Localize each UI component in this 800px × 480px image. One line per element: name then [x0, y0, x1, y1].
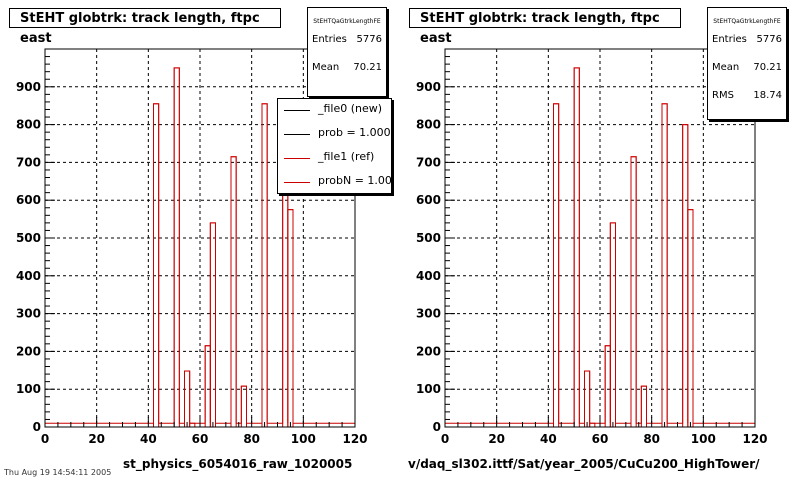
- right-bar-3: [589, 422, 596, 428]
- right-x-axis-title: v/daq_sl302.ittf/Sat/year_2005/CuCu200_H…: [408, 457, 760, 471]
- left-stats-title: StEHTQaGtrkLengthFE: [313, 18, 381, 25]
- legend-label-file1: _file1 (ref): [318, 150, 375, 163]
- left-x-tick-label-6: 120: [342, 432, 367, 446]
- right-x-tick-label-0: 0: [441, 432, 449, 446]
- left-stats-mean-label: Mean: [312, 62, 340, 73]
- left-y-tick-label-9: 900: [16, 80, 41, 94]
- legend-entry-file0: _file0 (new): [278, 99, 391, 123]
- left-stats-entries-value: 5776: [356, 34, 382, 45]
- legend-label-probn: probN = 1.000000: [318, 174, 392, 187]
- right-chart-title: StEHT globtrk: track length, ftpc east: [409, 8, 681, 46]
- left-bar-8: [261, 103, 268, 428]
- left-x-tick-label-0: 0: [41, 432, 49, 446]
- right-y-tick-label-6: 600: [416, 193, 441, 207]
- legend-line-prob: [284, 134, 310, 135]
- left-x-tick-label-4: 80: [243, 432, 260, 446]
- left-bar-6: [230, 156, 237, 428]
- left-stats-entries-label: Entries: [312, 34, 347, 45]
- right-x-tick-label-2: 40: [540, 432, 557, 446]
- right-stats-rms-label: RMS: [712, 90, 734, 101]
- right-stats-mean: Mean 70.21: [708, 58, 786, 86]
- right-y-tick-label-1: 100: [416, 382, 441, 396]
- left-stats-entries: Entries 5776: [308, 30, 386, 58]
- left-chart-title: StEHT globtrk: track length, ftpc east: [9, 8, 281, 46]
- right-y-tick-label-5: 500: [416, 231, 441, 245]
- right-stats-rms-value: 18.74: [753, 90, 782, 101]
- left-bar-5: [209, 222, 216, 428]
- right-x-tick-label-1: 20: [488, 432, 505, 446]
- right-stats-box: StEHTQaGtrkLengthFE Entries 5776 Mean 70…: [707, 7, 787, 120]
- right-bar-4: [604, 345, 611, 428]
- left-stats-mean-value: 70.21: [353, 62, 382, 73]
- legend-line-file1: [284, 158, 310, 159]
- left-bar-3: [189, 422, 196, 428]
- right-x-tick-label-5: 100: [691, 432, 716, 446]
- right-bar-10: [687, 209, 694, 428]
- footer-timestamp: Thu Aug 19 14:54:11 2005: [4, 468, 112, 477]
- left-y-tick-label-8: 800: [16, 118, 41, 132]
- left-stats-mean: Mean 70.21: [308, 58, 386, 86]
- left-y-tick-label-3: 300: [16, 307, 41, 321]
- left-bar-2: [184, 370, 191, 428]
- legend-line-file0: [284, 110, 310, 111]
- right-y-tick-label-0: 0: [433, 420, 441, 434]
- right-x-tick-label-6: 120: [742, 432, 767, 446]
- right-bar-1: [573, 67, 580, 428]
- right-bar-2: [584, 370, 591, 428]
- right-y-tick-label-8: 800: [416, 118, 441, 132]
- right-x-tick-label-4: 80: [643, 432, 660, 446]
- right-y-tick-label-2: 200: [416, 344, 441, 358]
- legend-line-probn: [284, 182, 310, 183]
- left-stats-box: StEHTQaGtrkLengthFE Entries 5776 Mean 70…: [307, 7, 387, 97]
- left-bar-1: [173, 67, 180, 428]
- right-stats-entries-value: 5776: [756, 34, 782, 45]
- right-x-tick-label-3: 60: [592, 432, 609, 446]
- histogram-left-plot: 0 20 40 60 80 100 120 0 100 200 300 400 500 600 700 800…: [16, 48, 368, 446]
- legend-label-file0: _file0 (new): [318, 102, 383, 115]
- right-stats-rms: RMS 18.74: [708, 86, 786, 114]
- legend-label-prob: prob = 1.000000: [318, 126, 391, 139]
- right-stats-entries: Entries 5776: [708, 30, 786, 58]
- right-y-tick-label-9: 900: [416, 80, 441, 94]
- left-x-tick-label-5: 100: [291, 432, 316, 446]
- legend-entry-file1: _file1 (ref): [278, 147, 391, 171]
- left-bar-4: [204, 345, 211, 428]
- left-bar-10: [287, 209, 294, 428]
- left-x-axis-title: st_physics_6054016_raw_1020005: [123, 457, 353, 471]
- right-bar-8: [661, 103, 668, 428]
- histogram-right-plot: 0 20 40 60 80 100 120 0 100 200 300 400 500 600 700 800…: [416, 48, 768, 446]
- left-bar-7: [240, 385, 247, 428]
- left-y-tick-label-4: 400: [16, 269, 41, 283]
- right-bar-7: [640, 385, 647, 428]
- left-y-tick-label-1: 100: [16, 382, 41, 396]
- right-stats-title: StEHTQaGtrkLengthFE: [713, 18, 781, 25]
- left-x-tick-label-2: 40: [140, 432, 157, 446]
- left-y-tick-label-5: 500: [16, 231, 41, 245]
- legend-entry-probn: probN = 1.000000: [278, 171, 392, 193]
- left-legend: _file0 (new) prob = 1.000000 _file1 (ref…: [277, 98, 392, 194]
- right-y-tick-label-3: 300: [416, 307, 441, 321]
- right-bar-5: [609, 222, 616, 428]
- right-stats-mean-value: 70.21: [753, 62, 782, 73]
- right-stats-entries-label: Entries: [712, 34, 747, 45]
- right-bar-0: [553, 103, 560, 428]
- left-bar-0: [153, 103, 160, 428]
- left-y-tick-label-7: 700: [16, 155, 41, 169]
- right-y-tick-label-4: 400: [416, 269, 441, 283]
- left-x-tick-label-1: 20: [88, 432, 105, 446]
- right-stats-mean-label: Mean: [712, 62, 740, 73]
- legend-entry-prob: prob = 1.000000: [278, 123, 391, 147]
- left-y-tick-label-6: 600: [16, 193, 41, 207]
- left-y-tick-label-2: 200: [16, 344, 41, 358]
- left-y-tick-label-0: 0: [33, 420, 41, 434]
- left-x-tick-label-3: 60: [192, 432, 209, 446]
- right-y-tick-label-7: 700: [416, 155, 441, 169]
- right-bar-6: [630, 156, 637, 428]
